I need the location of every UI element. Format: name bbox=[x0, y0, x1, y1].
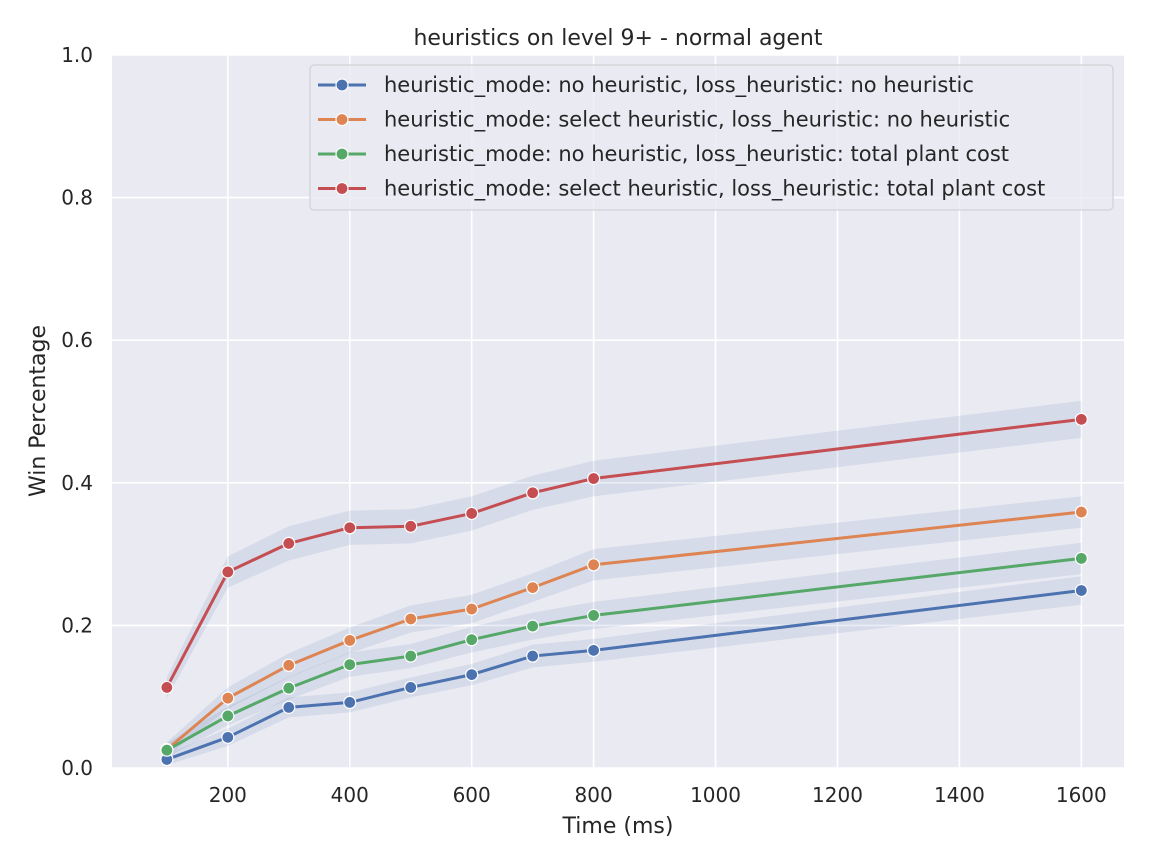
legend-marker bbox=[335, 78, 349, 92]
confidence-band bbox=[166, 542, 1082, 758]
y-tick-label: 0.6 bbox=[61, 328, 93, 352]
x-tick-label: 1600 bbox=[1056, 783, 1107, 807]
data-point bbox=[1074, 505, 1088, 519]
data-point bbox=[1074, 583, 1088, 598]
data-point bbox=[526, 581, 540, 595]
legend-label: heuristic_mode: select heuristic, loss_h… bbox=[384, 177, 1045, 202]
x-axis-label: Time (ms) bbox=[562, 814, 674, 839]
legend-box bbox=[309, 64, 1114, 211]
data-point bbox=[465, 633, 479, 647]
y-tick-label: 0.4 bbox=[61, 471, 93, 495]
data-point bbox=[465, 506, 479, 521]
data-point bbox=[404, 649, 418, 663]
data-point bbox=[282, 658, 296, 672]
y-tick-label: 0.2 bbox=[61, 613, 93, 637]
legend: heuristic_mode: no heuristic, loss_heuri… bbox=[309, 64, 1114, 211]
data-point bbox=[343, 695, 357, 710]
legend-label: heuristic_mode: no heuristic, loss_heuri… bbox=[384, 73, 974, 98]
data-point bbox=[587, 558, 601, 572]
data-point bbox=[526, 486, 540, 500]
data-point bbox=[282, 681, 296, 695]
data-point bbox=[404, 612, 418, 626]
data-point bbox=[160, 680, 174, 695]
data-point bbox=[404, 680, 418, 695]
legend-label: heuristic_mode: select heuristic, loss_h… bbox=[384, 108, 1010, 133]
data-point bbox=[282, 536, 296, 551]
confidence-band bbox=[166, 576, 1082, 766]
data-point bbox=[1074, 412, 1088, 426]
x-tick-label: 600 bbox=[453, 783, 491, 807]
x-tick-label: 1200 bbox=[812, 783, 863, 807]
legend-marker bbox=[335, 147, 349, 161]
data-point bbox=[1074, 551, 1088, 565]
data-point bbox=[221, 565, 235, 579]
data-point bbox=[343, 658, 357, 672]
x-tick-label: 200 bbox=[209, 783, 247, 807]
data-point bbox=[160, 743, 174, 757]
chart-title: heuristics on level 9+ - normal agent bbox=[413, 26, 822, 51]
data-point bbox=[282, 700, 296, 714]
y-axis-label: Win Percentage bbox=[26, 325, 51, 497]
series-markers bbox=[160, 412, 1088, 767]
data-point bbox=[221, 709, 235, 723]
data-point bbox=[343, 521, 357, 535]
data-point bbox=[465, 602, 479, 616]
data-point bbox=[404, 519, 418, 533]
legend-marker bbox=[335, 112, 349, 127]
legend-marker bbox=[335, 181, 349, 196]
data-point bbox=[587, 471, 601, 486]
data-point bbox=[526, 619, 540, 633]
data-point bbox=[587, 643, 601, 657]
data-point bbox=[526, 649, 540, 663]
x-tick-label: 400 bbox=[331, 783, 369, 807]
data-point bbox=[343, 633, 357, 647]
x-tick-label: 1400 bbox=[934, 783, 985, 807]
y-tick-label: 1.0 bbox=[61, 43, 93, 67]
x-tick-label: 800 bbox=[575, 783, 613, 807]
data-point bbox=[221, 691, 235, 705]
data-point bbox=[221, 730, 235, 744]
x-tick-label: 1000 bbox=[690, 783, 741, 807]
axis-ticks: 200 400 600 800 1000 1200 1400 1600 0.0 0.2 0.4 0.6… bbox=[61, 43, 1107, 807]
y-tick-label: 0.8 bbox=[61, 186, 93, 210]
data-point bbox=[465, 667, 479, 682]
data-point bbox=[587, 608, 601, 623]
y-tick-label: 0.0 bbox=[61, 756, 93, 780]
legend-label: heuristic_mode: no heuristic, loss_heuri… bbox=[384, 142, 1009, 167]
